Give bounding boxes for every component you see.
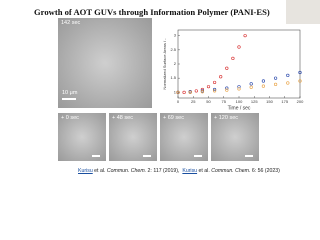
data-point <box>237 45 241 49</box>
x-tick-label: 50 <box>206 99 211 104</box>
data-point <box>219 75 223 79</box>
frame-label: + 48 sec <box>112 115 133 121</box>
scale-bar <box>92 155 100 157</box>
ref: 6: 56 (2023) <box>251 168 280 174</box>
data-point <box>243 34 247 38</box>
data-point <box>298 70 302 75</box>
scale-bar <box>143 155 151 157</box>
data-point <box>286 73 290 77</box>
y-tick-label: 3 <box>174 33 177 38</box>
chart: 0 25 50 75 100 125 150 175 200 1 1.5 2 2.5 3 Time / se… <box>162 29 304 111</box>
slide: {"title":"Growth of AOT GUVs through Inf… <box>34 0 320 174</box>
data-point <box>237 85 241 89</box>
frame-label: + 69 sec <box>163 115 184 121</box>
main-micrograph: 142 sec 10 μm <box>58 18 152 108</box>
scale-bar <box>62 98 76 100</box>
data-point <box>225 88 229 92</box>
author: Kurisu <box>182 168 198 174</box>
data-point <box>237 87 241 91</box>
x-tick-label: 150 <box>266 99 273 104</box>
data-point <box>225 66 229 70</box>
scale-label: 10 μm <box>62 90 78 96</box>
speaker-video <box>286 0 320 24</box>
data-point <box>212 87 217 92</box>
data-point <box>261 79 265 83</box>
frame-label: + 0 sec <box>61 115 79 121</box>
data-point <box>212 80 217 85</box>
data-point <box>200 90 205 94</box>
journal: Commun. Chem. <box>211 168 251 174</box>
scale-bar <box>245 155 253 157</box>
data-point <box>261 84 265 88</box>
y-tick-label: 2.5 <box>170 47 176 52</box>
data-point <box>200 87 205 92</box>
data-point <box>176 90 180 94</box>
frame-label: + 120 sec <box>214 115 239 121</box>
data-point <box>273 76 278 80</box>
data-point <box>225 86 229 90</box>
citations: Kurisu et al. Commun. Chem. 2: 117 (2019… <box>78 168 280 174</box>
x-tick-label: 75 <box>222 99 227 104</box>
data-point <box>231 56 235 60</box>
etal: et al. <box>94 168 106 174</box>
x-tick-label: 200 <box>297 99 304 104</box>
frame-image: + 120 sec <box>211 113 259 161</box>
data-point <box>182 90 186 94</box>
x-tick-label: 100 <box>236 99 243 104</box>
data-point <box>212 89 217 93</box>
journal: Commun. Chem. <box>106 168 147 174</box>
slide-title: Growth of AOT GUVs through Information P… <box>34 7 270 17</box>
data-point <box>249 82 253 86</box>
data-point <box>194 89 198 93</box>
ref: 2: 117 (2019), <box>147 168 180 174</box>
frame-image: + 48 sec <box>109 113 157 161</box>
frame-image: + 69 sec <box>160 113 208 161</box>
x-tick-label: 0 <box>177 99 180 104</box>
y-tick-label: 1 <box>174 89 177 94</box>
y-tick-label: 2 <box>174 61 177 66</box>
x-tick-label: 125 <box>251 99 258 104</box>
data-point <box>188 90 192 94</box>
data-point <box>249 85 253 89</box>
scale-bar <box>194 155 202 157</box>
data-point <box>206 85 211 89</box>
data-point <box>273 82 278 87</box>
x-axis-label: Time / sec <box>228 105 251 111</box>
time-label: 142 sec <box>61 20 81 26</box>
y-tick-label: 1.5 <box>170 75 176 80</box>
author: Kurisu <box>78 168 93 174</box>
data-point <box>298 79 302 83</box>
y-axis-label: Normalized Surface Areas / - <box>162 38 167 90</box>
frame-image: + 0 sec <box>58 113 106 161</box>
data-point <box>286 81 290 85</box>
x-tick-label: 175 <box>281 99 288 104</box>
etal: et al. <box>198 168 210 174</box>
x-tick-label: 25 <box>191 99 196 104</box>
